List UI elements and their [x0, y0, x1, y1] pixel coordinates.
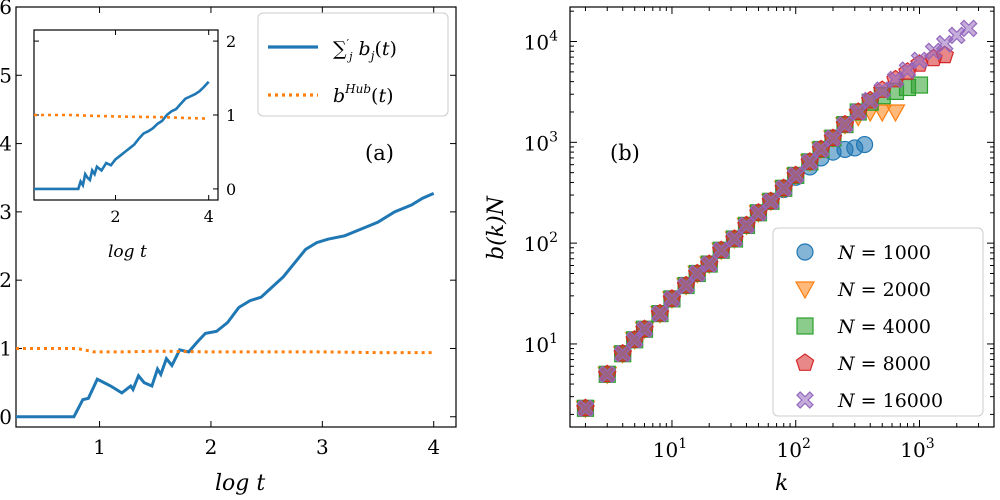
panel-b: 101 102 103 101 102 103 104 (b) k b(k)N N = 10… [484, 6, 995, 496]
panel-b-xlabel: k [775, 471, 788, 496]
inset-series-line-0 [34, 80, 210, 191]
b-xtick-label: 101 [653, 436, 687, 462]
legend-b-marker-4 [796, 391, 814, 409]
b-xtick-label: 102 [777, 436, 811, 462]
inset-series-line-1 [34, 113, 209, 120]
b-point-4 [651, 304, 669, 323]
a-xtick-label: 2 [205, 435, 218, 459]
legend-b-label-1: N = 2000 [837, 279, 931, 301]
b-point-4 [898, 61, 917, 79]
legend-a-box [257, 12, 449, 117]
panel-b-legend: N = 1000 N = 2000 N = 4000 N = 8000 N = 1600… [772, 227, 984, 417]
b-point-4 [613, 344, 632, 363]
b-ytick-label: 101 [524, 331, 558, 357]
a-xtick-label: 3 [316, 435, 329, 459]
b-point-4 [774, 179, 793, 198]
a-xtick-label: 4 [427, 435, 440, 459]
a-ytick-label: 1 [0, 336, 12, 360]
a-ytick-label: 4 [0, 132, 12, 156]
inset-ytick-label: 0 [226, 180, 236, 199]
a-ytick-label: 6 [0, 0, 12, 19]
panel-a-legend: ∑′j bj(t) bHub(t) [257, 12, 449, 117]
b-point-4 [576, 399, 595, 418]
panel-b-ylabel: b(k)N [484, 195, 509, 260]
panel-a-xlabel: log t [215, 471, 265, 496]
b-point-4 [635, 320, 654, 339]
inset-ticks: 2 40 1 2 [34, 30, 236, 226]
b-point-4 [786, 166, 805, 185]
legend-b-marker-3 [795, 353, 815, 371]
b-point-4 [663, 290, 681, 308]
b-point-1 [885, 104, 906, 123]
a-xtick-label: 1 [93, 435, 106, 459]
legend-b-box [772, 227, 984, 417]
panel-a-frame [15, 6, 457, 428]
b-point-4 [824, 129, 842, 148]
panel-b-frame [569, 6, 995, 428]
b-point-4 [598, 365, 617, 384]
b-point-4 [762, 192, 780, 211]
a-ytick-label: 0 [0, 405, 12, 429]
legend-a-hub-label: bHub(t) [333, 82, 394, 107]
inset-bg [34, 30, 218, 200]
inset-chart: 2 40 1 2 log t [33, 29, 236, 262]
b-point-2 [910, 76, 929, 94]
b-point-4 [873, 81, 892, 99]
b-point-4 [849, 103, 868, 121]
inset-ytick-label: 1 [226, 106, 236, 125]
b-point-4 [800, 153, 819, 171]
b-point-4 [725, 230, 744, 248]
panel-b-points [575, 19, 978, 419]
b-xtick-label: 103 [900, 436, 934, 462]
panel-a-label: (a) [365, 141, 394, 165]
panel-b-label: (b) [610, 141, 640, 165]
inset-lines [34, 80, 210, 191]
b-point-4 [749, 203, 768, 222]
b-point-4 [947, 26, 966, 45]
panel-b-ticks: 101 102 103 101 102 103 104 [524, 7, 995, 462]
b-point-4 [700, 255, 719, 273]
a-series-line-0 [16, 192, 435, 419]
legend-b-label-3: N = 8000 [837, 353, 931, 375]
panel-a-lines [16, 192, 435, 419]
inset-xlabel: log t [108, 242, 147, 262]
b-ytick-label: 103 [524, 129, 558, 155]
a-series-line-1 [16, 347, 434, 355]
b-point-4 [712, 241, 731, 260]
legend-b-marker-0 [796, 243, 814, 261]
inset-ytick-label: 2 [226, 32, 236, 51]
b-point-4 [677, 276, 695, 295]
b-point-0 [855, 135, 874, 154]
b-point-4 [812, 140, 830, 159]
legend-b-marker-1 [794, 281, 816, 300]
b-point-4 [836, 115, 854, 134]
b-ytick-label: 104 [524, 29, 558, 55]
legend-b-label-2: N = 4000 [837, 316, 931, 338]
b-point-4 [737, 216, 756, 235]
a-ytick-label: 3 [0, 200, 12, 224]
b-point-4 [959, 19, 978, 38]
legend-b-label-0: N = 1000 [837, 242, 931, 264]
legend-b-marker-2 [796, 317, 814, 335]
b-point-4 [861, 91, 880, 110]
inset-xtick-label: 4 [204, 207, 214, 226]
legend-a-sum-label: ∑′j bj(t) [333, 37, 397, 63]
b-point-4 [910, 51, 929, 70]
a-ytick-label: 2 [0, 268, 12, 292]
b-ytick-label: 102 [524, 230, 558, 256]
legend-b-label-4: N = 16000 [837, 390, 943, 412]
a-ytick-label: 5 [0, 63, 12, 87]
inset-xtick-label: 2 [110, 207, 120, 226]
